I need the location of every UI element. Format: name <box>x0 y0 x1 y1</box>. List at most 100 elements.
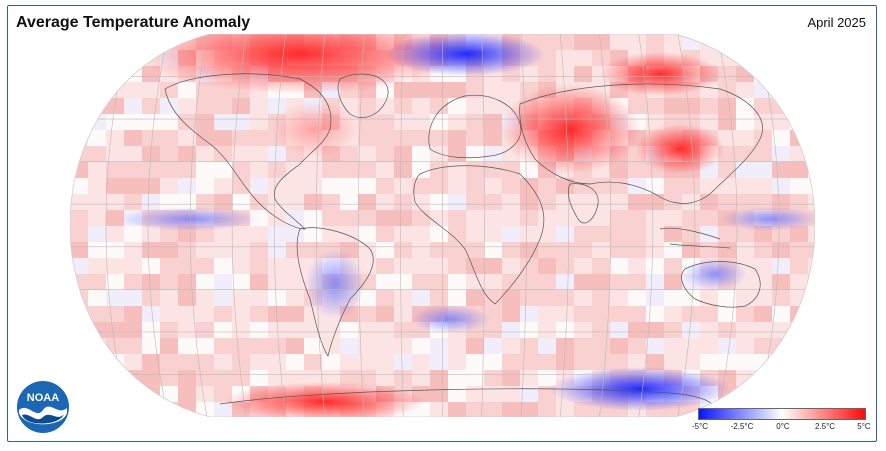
anomaly-cell <box>124 194 142 210</box>
anomaly-cell <box>286 242 304 258</box>
anomaly-cell <box>286 274 304 290</box>
anomaly-cell <box>448 226 466 242</box>
anomaly-cell <box>538 338 556 354</box>
anomaly-cell <box>106 130 124 146</box>
anomaly-cell <box>250 226 268 242</box>
anomaly-cell <box>124 322 142 338</box>
anomaly-cell <box>412 82 430 98</box>
anomaly-cell <box>736 242 754 258</box>
anomaly-cell <box>736 162 754 178</box>
anomaly-cell <box>142 226 160 242</box>
anomaly-cell <box>574 258 592 274</box>
longitude-line <box>273 34 286 417</box>
anomaly-cell <box>232 258 250 274</box>
anomaly-cell <box>430 178 448 194</box>
anomaly-cell <box>736 34 754 50</box>
anomaly-cell <box>106 274 124 290</box>
anomaly-cell <box>160 194 178 210</box>
anomaly-cell <box>340 194 358 210</box>
anomaly-cell <box>538 322 556 338</box>
anomaly-cell <box>232 306 250 322</box>
anomaly-cell <box>808 194 815 210</box>
anomaly-cell <box>502 162 520 178</box>
anomaly-cell <box>808 50 815 66</box>
anomaly-cell <box>268 242 286 258</box>
anomaly-cell <box>430 162 448 178</box>
anomaly-cell <box>448 130 466 146</box>
anomaly-cell <box>250 242 268 258</box>
anomaly-cell <box>682 354 700 370</box>
anomaly-cell <box>178 114 196 130</box>
anomaly-cell <box>700 98 718 114</box>
anomaly-cell <box>214 306 232 322</box>
anomaly-cell <box>466 146 484 162</box>
anomaly-cell <box>502 194 520 210</box>
anomaly-cell <box>808 66 815 82</box>
anomaly-cell <box>574 274 592 290</box>
anomaly-cell <box>754 338 772 354</box>
anomaly-cell <box>790 370 808 386</box>
anomaly-cell <box>592 306 610 322</box>
anomaly-cell <box>700 354 718 370</box>
anomaly-cell <box>358 194 376 210</box>
anomaly-cell <box>88 290 106 306</box>
anomaly-cell <box>178 338 196 354</box>
anomaly-cell <box>196 98 214 114</box>
anomaly-cell <box>520 242 538 258</box>
anomaly-cell <box>412 290 430 306</box>
anomaly-cell <box>466 82 484 98</box>
anomaly-cell <box>322 178 340 194</box>
anomaly-cell <box>502 322 520 338</box>
anomaly-cell <box>790 82 808 98</box>
anomaly-cell <box>736 226 754 242</box>
anomaly-cell <box>124 130 142 146</box>
anomaly-cell <box>394 258 412 274</box>
anomaly-cell <box>70 146 88 162</box>
anomaly-cell <box>394 114 412 130</box>
anomaly-cell <box>466 210 484 226</box>
longitude-line <box>520 34 527 417</box>
anomaly-cell <box>322 354 340 370</box>
anomaly-cell <box>286 162 304 178</box>
anomaly-cell <box>196 306 214 322</box>
anomaly-cell <box>232 290 250 306</box>
anomaly-cell <box>736 194 754 210</box>
anomaly-cell <box>160 242 178 258</box>
anomaly-cell <box>286 370 304 386</box>
anomaly-cell <box>736 386 754 402</box>
anomaly-cell <box>88 258 106 274</box>
anomaly-cell <box>430 210 448 226</box>
anomaly-cell <box>466 242 484 258</box>
anomaly-cell <box>70 290 88 306</box>
anomaly-cell <box>160 290 178 306</box>
anomaly-cell <box>268 354 286 370</box>
anomaly-cell <box>502 82 520 98</box>
anomaly-cell <box>106 82 124 98</box>
anomaly-cell <box>214 194 232 210</box>
anomaly-cell <box>88 210 106 226</box>
anomaly-cell <box>88 34 106 50</box>
anomaly-cell <box>88 354 106 370</box>
anomaly-cell <box>520 66 538 82</box>
anomaly-cell <box>358 178 376 194</box>
anomaly-cell <box>736 82 754 98</box>
anomaly-cell <box>682 210 700 226</box>
anomaly-cell <box>106 194 124 210</box>
anomaly-cell <box>502 242 520 258</box>
anomaly-cell <box>610 354 628 370</box>
anomaly-cell <box>574 194 592 210</box>
anomaly-cell <box>376 178 394 194</box>
anomaly-cell <box>574 66 592 82</box>
anomaly-cell <box>196 354 214 370</box>
anomaly-cell <box>178 370 196 386</box>
anomaly-cell <box>646 242 664 258</box>
anomaly-cell <box>142 370 160 386</box>
anomaly-cell <box>772 130 790 146</box>
anomaly-cell <box>772 274 790 290</box>
longitude-line <box>358 34 365 417</box>
anomaly-cell <box>286 338 304 354</box>
anomaly-cell <box>268 178 286 194</box>
anomaly-cell <box>106 162 124 178</box>
north-america-warm-anomaly <box>270 101 360 157</box>
anomaly-cell <box>538 210 556 226</box>
